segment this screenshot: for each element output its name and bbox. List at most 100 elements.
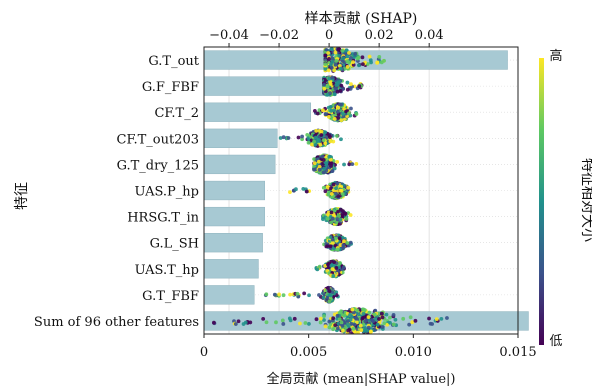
shap-dot [335, 134, 339, 138]
shap-dot [310, 142, 314, 147]
shap-dot [346, 328, 351, 333]
shap-dot [333, 50, 338, 55]
shap-dot [325, 244, 330, 249]
category-label: G.T_FBF [142, 289, 199, 304]
shap-dot [354, 112, 359, 116]
shap-dot [333, 243, 338, 248]
shap-dot [371, 319, 376, 324]
shap-dot [274, 320, 278, 325]
shap-dot [358, 323, 363, 328]
shap-dot [342, 162, 346, 167]
y-axis-label: 特征 [14, 182, 30, 210]
shap-dot [272, 292, 277, 297]
shap-dot [341, 265, 346, 270]
shap-dot [349, 82, 353, 87]
shap-dot [334, 58, 339, 63]
shap-dot [315, 111, 320, 116]
shap-dot [408, 315, 413, 320]
shap-dot [348, 213, 353, 217]
beeswarm-series [211, 47, 449, 334]
shap-dot [326, 51, 331, 55]
shap-dot [327, 293, 332, 298]
shap-dot [337, 317, 342, 322]
shap-dot [339, 102, 344, 107]
shap-dot [334, 186, 338, 191]
shap-dot [340, 112, 345, 116]
shap-dot [348, 56, 353, 60]
shap-dot [326, 68, 331, 73]
shap-dot [330, 60, 335, 65]
shap-dot [312, 157, 316, 162]
top-tick-label: 0.04 [415, 28, 444, 43]
shap-dot [391, 313, 396, 317]
shap-dot [349, 106, 353, 111]
shap-dot [329, 186, 333, 191]
shap-dot [331, 316, 336, 321]
shap-dot [337, 53, 342, 58]
shap-dot [328, 235, 333, 240]
shap-dot [355, 317, 359, 322]
top-tick-label: −0.02 [259, 28, 299, 43]
shap-dot [288, 318, 293, 323]
bottom-tick-label: 0 [200, 345, 208, 360]
shap-dot [347, 111, 351, 116]
shap-dot [339, 309, 344, 314]
shap-dot [326, 192, 331, 197]
shap-dot [324, 48, 329, 52]
colorbar-low-label: 低 [549, 334, 562, 349]
shap-dot [323, 53, 328, 58]
top-axis-label: 样本贡献 (SHAP) [305, 11, 418, 27]
shap-dot [375, 322, 380, 327]
shap-dot [302, 291, 307, 296]
shap-dot [331, 327, 336, 332]
shap-dot [413, 318, 418, 323]
shap-dot [322, 318, 326, 322]
bottom-tick-label: 0.010 [395, 345, 432, 360]
shap-dot [334, 266, 339, 270]
shap-dot [341, 243, 346, 248]
shap-dot [300, 137, 304, 142]
shap-dot [361, 307, 366, 312]
shap-dot [318, 320, 323, 325]
shap-dot [317, 159, 321, 164]
shap-dot [323, 141, 328, 146]
shap-dot [333, 323, 338, 328]
shap-dot [322, 82, 326, 87]
shap-dot [321, 108, 325, 113]
shap-dot [333, 62, 338, 67]
category-label: CF.T_2 [154, 106, 199, 121]
shap-dot [336, 116, 341, 120]
shap-dot [295, 291, 300, 296]
shap-dot [427, 316, 431, 321]
shap-dot [330, 267, 335, 272]
shap-dot [306, 140, 311, 145]
shap-dot [329, 220, 334, 225]
shap-dot [330, 75, 335, 80]
shap-dot [298, 321, 302, 326]
top-tick-label: 0.02 [365, 28, 394, 43]
shap-dot [434, 317, 439, 322]
shap-dot [323, 130, 328, 135]
shap-dot [344, 109, 348, 114]
shap-dot [329, 47, 334, 51]
shap-dot [401, 316, 406, 321]
shap-dot [329, 263, 334, 268]
shap-dot [337, 236, 342, 241]
shap-dot [339, 137, 343, 142]
shap-dot [312, 164, 316, 168]
shap-dot [296, 135, 301, 140]
shap-dot [410, 320, 415, 325]
shap-dot [352, 310, 356, 315]
shap-dot [351, 60, 356, 65]
colorbar-label: 特征相对大小 [579, 158, 592, 242]
shap-dot [312, 139, 316, 144]
shap-dot [335, 89, 340, 94]
shap-dot [328, 91, 333, 95]
bar [203, 206, 265, 227]
bar [203, 180, 265, 201]
shap-dot [261, 316, 266, 321]
shap-dot [327, 325, 332, 330]
shap-dot [328, 244, 333, 249]
shap-dot [331, 182, 336, 187]
